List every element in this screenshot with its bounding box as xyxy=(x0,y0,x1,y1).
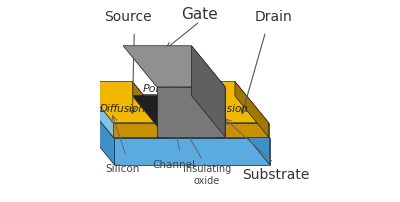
Polygon shape xyxy=(123,46,225,87)
Polygon shape xyxy=(234,95,270,165)
Polygon shape xyxy=(157,136,225,137)
Text: Silicon: Silicon xyxy=(105,164,140,174)
Text: Drain: Drain xyxy=(255,10,292,24)
Polygon shape xyxy=(132,95,216,137)
Polygon shape xyxy=(80,82,166,123)
Text: Polysilicon: Polysilicon xyxy=(143,84,202,94)
Polygon shape xyxy=(235,82,269,137)
Polygon shape xyxy=(132,82,166,137)
Text: Channel: Channel xyxy=(153,160,196,170)
Text: Source: Source xyxy=(104,10,152,24)
Polygon shape xyxy=(216,123,269,137)
Polygon shape xyxy=(157,87,225,137)
Polygon shape xyxy=(113,123,166,137)
Polygon shape xyxy=(114,138,270,165)
Polygon shape xyxy=(78,95,114,165)
Polygon shape xyxy=(192,46,225,137)
Text: Gate: Gate xyxy=(182,7,218,22)
Text: Diffusion: Diffusion xyxy=(202,104,248,114)
Polygon shape xyxy=(182,82,269,123)
Text: Diffusion: Diffusion xyxy=(100,104,146,114)
Polygon shape xyxy=(78,95,234,121)
Text: Substrate: Substrate xyxy=(242,168,309,182)
Polygon shape xyxy=(78,95,270,138)
Text: Insulating
oxide: Insulating oxide xyxy=(183,164,231,185)
